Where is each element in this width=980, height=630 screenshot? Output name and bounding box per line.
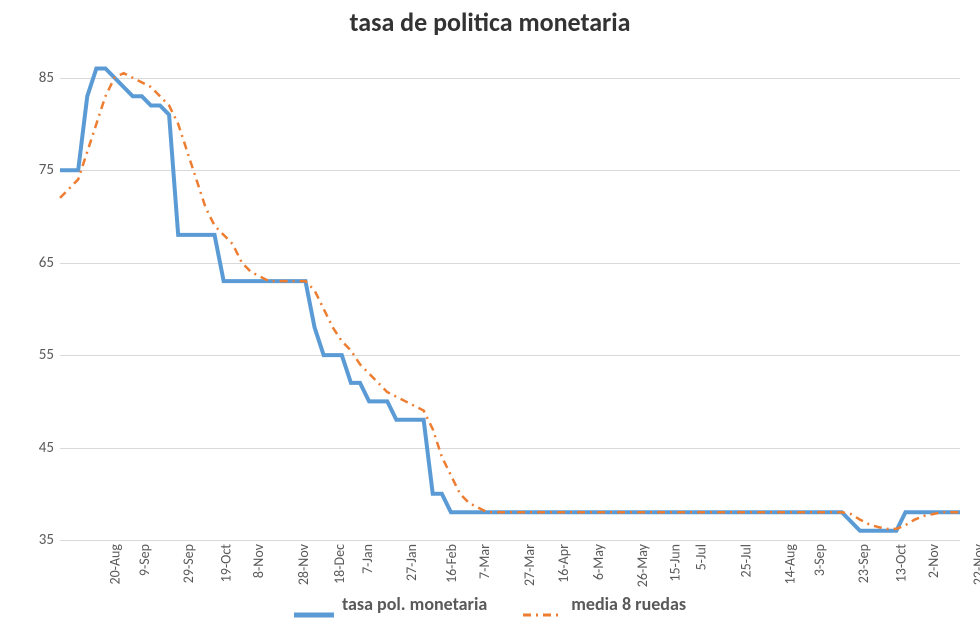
legend-item: media 8 ruedas <box>523 593 686 615</box>
x-tick-label: 22-Nov <box>970 544 980 585</box>
x-tick-label: 27-Jan <box>403 544 420 581</box>
series-line <box>60 68 960 530</box>
x-tick-label: 28-Nov <box>295 544 312 585</box>
x-tick-label: 5-Jul <box>692 544 709 570</box>
chart-title: tasa de politica monetaria <box>0 6 980 38</box>
x-tick-label: 25-Jul <box>737 544 754 578</box>
x-tick-label: 3-Sep <box>811 544 828 576</box>
x-tick-label: 7-Mar <box>476 544 493 579</box>
x-tick-label: 26-May <box>634 544 651 587</box>
y-tick-label: 55 <box>8 346 54 364</box>
x-tick-label: 6-May <box>590 544 607 580</box>
y-tick-label: 85 <box>8 69 54 87</box>
x-tick-label: 9-Sep <box>136 544 153 576</box>
y-tick-label: 45 <box>8 439 54 457</box>
x-tick-label: 27-Mar <box>521 544 538 586</box>
x-tick-label: 15-Jun <box>666 544 683 582</box>
x-tick-label: 18-Dec <box>331 544 348 584</box>
legend-label: tasa pol. monetaria <box>342 593 487 615</box>
series-line <box>60 73 960 529</box>
chart-lines-svg <box>60 50 960 540</box>
x-tick-label: 14-Aug <box>782 544 799 585</box>
x-tick-label: 29-Sep <box>180 544 197 583</box>
x-tick-label: 19-Oct <box>217 544 234 582</box>
x-tick-label: 23-Sep <box>855 544 872 583</box>
y-tick-label: 65 <box>8 254 54 272</box>
x-tick-label: 16-Feb <box>443 544 460 583</box>
y-tick-label: 75 <box>8 161 54 179</box>
x-tick-label: 2-Nov <box>925 544 942 578</box>
x-tick-label: 8-Nov <box>250 544 267 578</box>
x-tick-label: 7-Jan <box>358 544 375 574</box>
chart-legend: tasa pol. monetaria media 8 ruedas <box>0 593 980 626</box>
legend-label: media 8 ruedas <box>571 593 686 615</box>
y-tick-label: 35 <box>8 531 54 549</box>
x-tick-label: 20-Aug <box>107 544 124 585</box>
gridline <box>60 540 960 541</box>
legend-item: tasa pol. monetaria <box>294 593 487 615</box>
x-tick-label: 16-Apr <box>555 544 572 583</box>
chart-container: tasa de politica monetaria 354555657585 … <box>0 0 980 630</box>
x-tick-label: 13-Oct <box>892 544 909 582</box>
